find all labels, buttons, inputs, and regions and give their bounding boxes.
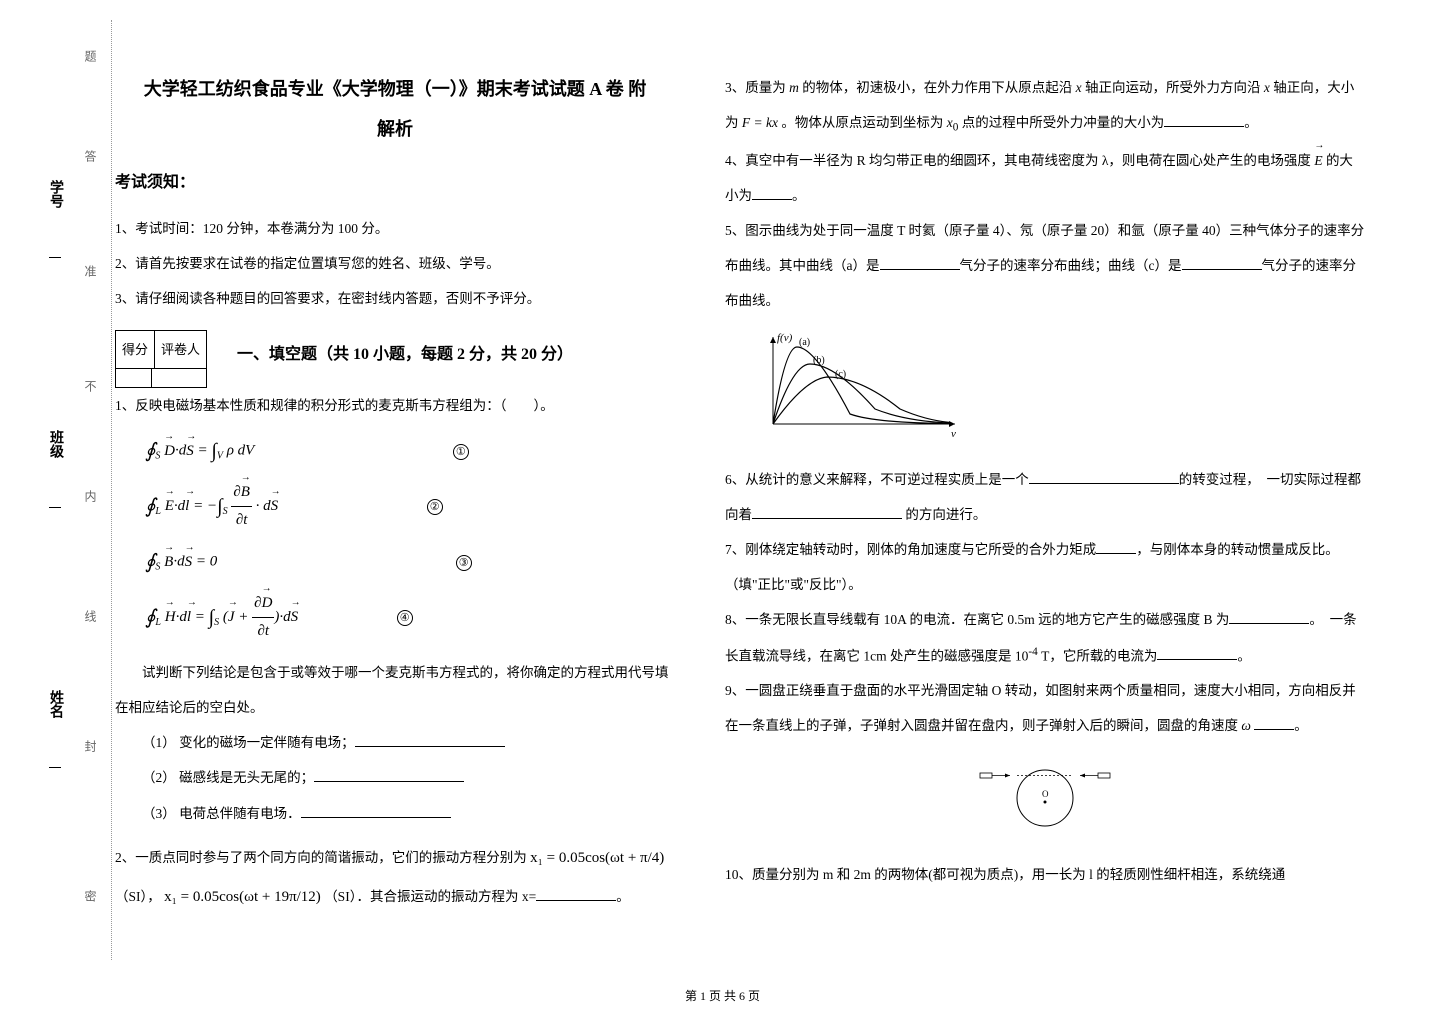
question-9: 9、一圆盘正绕垂直于盘面的水平光滑固定轴 O 转动，如图射来两个质量相同，速度大… xyxy=(725,673,1365,743)
notice-item: 3、请仔细阅读各种题目的回答要求，在密封线内答题，否则不予评分。 xyxy=(115,281,675,316)
question-1: 1、反映电磁场基本性质和规律的积分形式的麦克斯韦方程组为：（ ）。 xyxy=(115,388,675,423)
binding-marker: 不 xyxy=(82,380,99,392)
binding-marker: 准 xyxy=(82,265,99,277)
question-10: 10、质量分别为 m 和 2m 的两物体(都可视为质点)，用一长为 l 的轻质刚… xyxy=(725,857,1365,892)
question-7: 7、刚体绕定轴转动时，刚体的角加速度与它所受的合外力矩成，与刚体本身的转动惯量成… xyxy=(725,532,1365,602)
binding-marker: 线 xyxy=(82,610,99,622)
svg-text:(a): (a) xyxy=(799,337,810,348)
notice-item: 2、请首先按要求在试卷的指定位置填写您的姓名、班级、学号。 xyxy=(115,246,675,281)
binding-marker: 封 xyxy=(82,740,99,752)
svg-text:(c): (c) xyxy=(835,369,846,380)
exam-title: 大学轻工纺织食品专业《大学物理（一）》期末考试试题 A 卷 附 解析 xyxy=(115,70,675,149)
svg-text:O: O xyxy=(1042,789,1049,799)
question-5: 5、图示曲线为处于同一温度 T 时氦（原子量 4）、氖（原子量 20）和氩（原子… xyxy=(725,213,1365,318)
name-label: 姓名 xyxy=(45,690,65,768)
disc-diagram: O xyxy=(725,753,1365,847)
question-2: 2、一质点同时参与了两个同方向的简谐振动，它们的振动方程分别为 x₁ = 0.0… xyxy=(115,839,675,878)
notice-header: 考试须知： xyxy=(115,164,675,202)
svg-text:f(v): f(v) xyxy=(777,332,793,344)
q1-item-2: （2） 磁感线是无头无尾的； xyxy=(115,760,675,795)
svg-text:v: v xyxy=(951,428,956,439)
score-label: 得分 xyxy=(116,331,155,368)
student-id-label: 学号 xyxy=(45,180,65,258)
question-6: 6、从统计的意义来解释，不可逆过程实质上是一个的转变过程， 一切实际过程都向着 … xyxy=(725,462,1365,532)
velocity-distribution-graph: f(v) v (a) (b) (c) xyxy=(755,329,1365,453)
q1-item-1: （1） 变化的磁场一定伴随有电场； xyxy=(115,725,675,760)
marker-empty xyxy=(152,369,200,387)
right-column: 3、质量为 m 的物体，初速极小，在外力作用下从原点起沿 x 轴正向运动，所受外… xyxy=(725,70,1365,917)
left-column: 大学轻工纺织食品专业《大学物理（一）》期末考试试题 A 卷 附 解析 考试须知：… xyxy=(115,70,675,917)
equation-1: ∮S D·dS = ∫V ρ dV ① xyxy=(145,433,675,469)
notice-item: 1、考试时间：120 分钟，本卷满分为 100 分。 xyxy=(115,211,675,246)
question-8: 8、一条无限长直导线载有 10A 的电流．在离它 0.5m 远的地方它产生的磁感… xyxy=(725,602,1365,673)
marker-label: 评卷人 xyxy=(155,331,206,368)
equation-2: ∮L E·dl = −∫S ∂B∂t · dS ② xyxy=(145,479,675,534)
page-content: 大学轻工纺织食品专业《大学物理（一）》期末考试试题 A 卷 附 解析 考试须知：… xyxy=(115,70,1415,917)
question-4: 4、真空中有一半径为 R 均匀带正电的细圆环，其电荷线密度为 λ，则电荷在圆心处… xyxy=(725,143,1365,213)
q1-item-3: （3） 电荷总伴随有电场． xyxy=(115,796,675,831)
binding-marker: 答 xyxy=(82,150,99,162)
score-box: 得分 评卷人 xyxy=(115,330,207,388)
page-footer: 第 1 页 共 6 页 xyxy=(0,987,1445,1004)
question-2-line2: （SI）， x₁ = 0.05cos(ωt + 19π/12) （SI）．其合振… xyxy=(115,878,675,917)
notice-list: 1、考试时间：120 分钟，本卷满分为 100 分。 2、请首先按要求在试卷的指… xyxy=(115,211,675,316)
part1-title: 一、填空题（共 10 小题，每题 2 分，共 20 分） xyxy=(237,336,573,374)
binding-marker: 题 xyxy=(82,50,99,62)
binding-marker: 内 xyxy=(82,490,99,502)
binding-edge: 题 答 准 不 内 线 封 密 xyxy=(72,20,112,960)
q1-tail: 试判断下列结论是包含于或等效于哪一个麦克斯韦方程式的，将你确定的方程式用代号填在… xyxy=(115,655,675,725)
score-row: 得分 评卷人 一、填空题（共 10 小题，每题 2 分，共 20 分） xyxy=(115,322,675,388)
binding-marker: 密 xyxy=(82,890,99,902)
question-3: 3、质量为 m 的物体，初速极小，在外力作用下从原点起沿 x 轴正向运动，所受外… xyxy=(725,70,1365,143)
class-label: 班级 xyxy=(45,430,65,508)
equation-4: ∮L H·dl = ∫S (J + ∂D∂t)·dS ④ xyxy=(145,590,675,645)
svg-text:(b): (b) xyxy=(813,355,825,366)
equation-3: ∮S B·dS = 0 ③ xyxy=(145,544,675,580)
score-empty xyxy=(116,369,152,387)
